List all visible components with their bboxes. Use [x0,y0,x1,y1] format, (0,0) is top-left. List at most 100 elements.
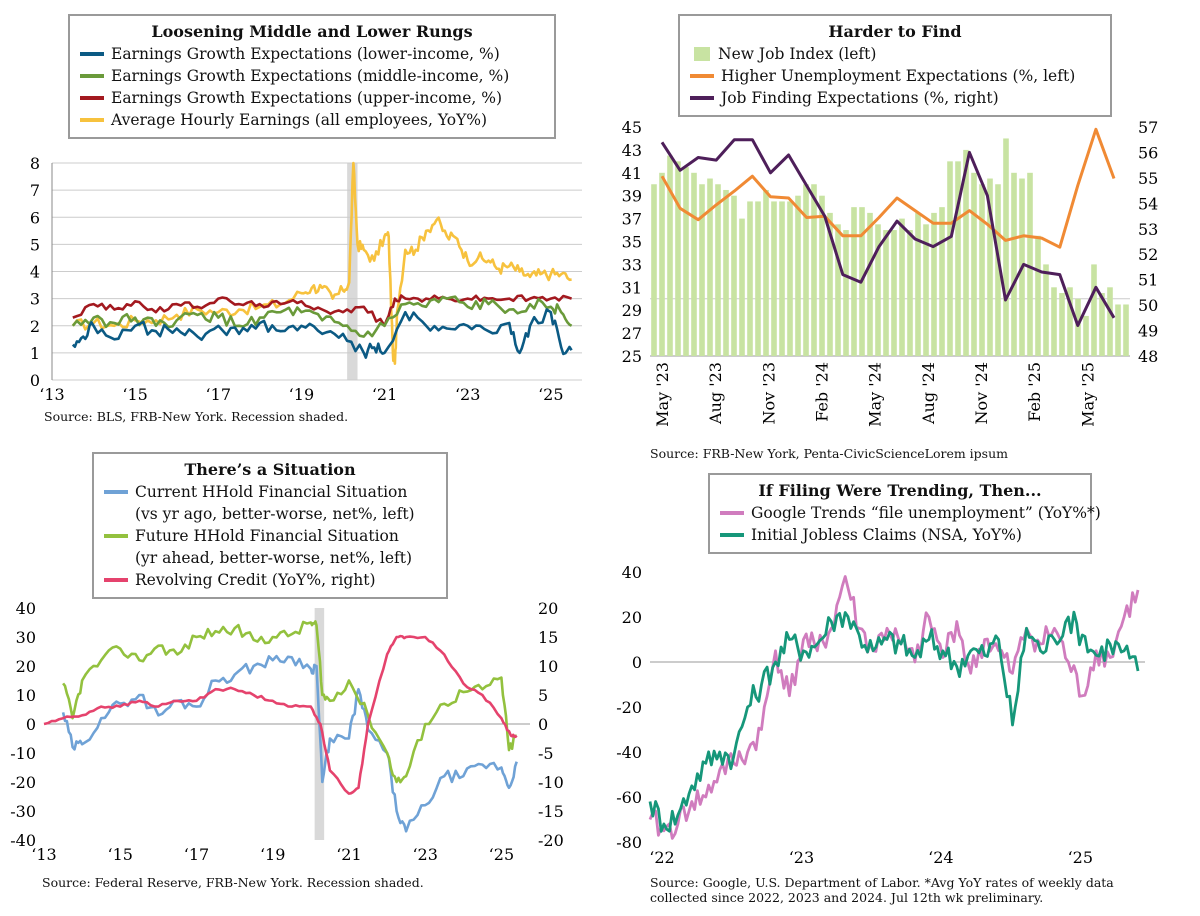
x-tick-label: ‘23 [455,385,480,400]
bar-new-job-index [1003,138,1009,356]
bar-new-job-index [899,218,905,356]
chart1-svg: 0 1 2 3 4 5 6 7 8 ‘13 ‘15 ‘17 ‘19 ‘21 ‘23 ‘25 [30,154,582,400]
bar-new-job-index [1083,315,1089,356]
bar-new-job-index [651,184,657,356]
x-tick-label: ‘13 [39,385,64,400]
legend-swatch [104,490,128,494]
x-tick-label: ‘21 [336,845,361,864]
y-left-tick-label: -10 [10,744,36,763]
bar-new-job-index [667,155,673,356]
legend-item-new-job: New Job Index (left) [690,43,1100,65]
series-line-unemp [660,127,1116,249]
bar-new-job-index [1011,172,1017,356]
legend-item-ahe: Average Hourly Earnings (all employees, … [80,109,544,131]
bar-new-job-index [1067,287,1073,356]
legend-label: Google Trends “file unemployment” (YoY%*… [751,504,1101,522]
x-tick-label: ‘17 [206,385,231,400]
bar-new-job-index [715,184,721,356]
legend-swatch [80,96,104,100]
bar-new-job-index [963,149,969,356]
bar-new-job-index [939,207,945,356]
y-right-tick-label: 48 [1138,347,1158,366]
bar-new-job-index [923,224,929,356]
y-right-tick-label: 0 [538,715,548,734]
legend-item-jobfind: Job Finding Expectations (%, right) [690,87,1100,109]
bar-new-job-index [819,195,825,356]
legend-swatch [690,74,714,78]
bar-new-job-index [1099,293,1105,356]
y-left-tick-label: 33 [622,255,642,274]
series-line-revolving [43,634,518,795]
legend-item-current: Current HHold Financial Situation (vs yr… [104,481,436,525]
series-line-ahe [71,161,572,366]
y-left-tick-label: 10 [16,686,36,705]
y-right-tick-label: 55 [1138,169,1158,188]
legend-swatch [720,511,744,515]
bar-new-job-index [691,172,697,356]
series-line-current [61,654,518,833]
y-left-tick-label: 39 [622,187,642,206]
chart1-source: Source: BLS, FRB-New York. Recession sha… [44,409,349,424]
bar-new-job-index [1115,304,1121,356]
x-tick-label: ‘25 [538,385,563,400]
y-tick-label: 5 [30,235,40,254]
legend-swatch [104,534,128,538]
x-tick-label: ‘24 [928,848,953,867]
y-left-tick-label: -20 [10,773,36,792]
chart4-source-line1: Source: Google, U.S. Department of Labor… [650,875,1114,890]
legend-label: Earnings Growth Expectations (lower-inco… [111,45,500,63]
legend-swatch [694,47,710,61]
y-left-tick-label: 45 [622,118,642,137]
x-tick-label: ‘17 [184,845,209,864]
bar-new-job-index [707,178,713,356]
bar-new-job-index [907,230,913,356]
y-right-tick-label: -15 [538,802,564,821]
legend-item-claims: Initial Jobless Claims (NSA, YoY%) [720,524,1080,546]
y-left-tick-label: 29 [622,301,642,320]
bar-new-job-index [739,218,745,356]
legend-swatch [80,74,104,78]
x-tick-label: ‘21 [372,385,397,400]
y-tick-label: 6 [30,208,40,227]
y-right-tick-label: -10 [538,773,564,792]
bar-new-job-index [843,230,849,356]
y-left-tick-label: 0 [26,715,36,734]
bar-new-job-index [867,212,873,356]
x-tick-label: Aug '24 [919,362,938,425]
x-tick-label: ‘19 [289,385,314,400]
legend-label: Future HHold Financial Situation (yr ahe… [135,527,413,567]
x-tick-label: ‘25 [1068,848,1093,867]
x-tick-label: May '24 [866,362,885,427]
x-tick-label: ‘23 [789,848,814,867]
y-right-tick-label: 56 [1138,143,1158,162]
y-tick-label: 0 [632,653,642,672]
y-left-tick-label: 40 [16,599,36,618]
series-line-future [62,620,517,784]
legend-swatch [80,52,104,56]
legend-item-lower: Earnings Growth Expectations (lower-inco… [80,43,544,65]
y-tick-label: 0 [30,371,40,390]
legend-label: Earnings Growth Expectations (middle-inc… [111,67,510,85]
x-tick-label: ‘23 [412,845,437,864]
bar-new-job-index [947,161,953,356]
bar-new-job-index [995,184,1001,356]
x-tick-label: Aug '23 [706,362,725,425]
bar-new-job-index [891,230,897,356]
bar-new-job-index [955,161,961,356]
x-tick-label: May '23 [653,362,672,427]
bar-new-job-index [1027,172,1033,356]
bar-new-job-index [1059,293,1065,356]
panel-harder-to-find: 25 27 29 31 33 35 37 39 41 43 45 48 49 50 51 52 53 54 55 56… [600,0,1200,470]
chart3-source: Source: Federal Reserve, FRB-New York. R… [42,875,424,890]
series-line-middle [71,295,573,338]
x-tick-label: ‘22 [649,848,674,867]
legend-item-future: Future HHold Financial Situation (yr ahe… [104,525,436,569]
y-tick-label: 7 [30,181,40,200]
bar-new-job-index [827,212,833,356]
bar-new-job-index [1075,298,1081,356]
y-left-tick-label: 31 [622,278,642,297]
chart2-svg: 25 27 29 31 33 35 37 39 41 43 45 48 49 50 51 52 53 54 55 56… [622,118,1159,427]
y-tick-label: 8 [30,154,40,173]
chart4-source-line2: collected since 2022, 2023 and 2024. Jul… [650,890,1044,905]
y-left-tick-label: -30 [10,802,36,821]
